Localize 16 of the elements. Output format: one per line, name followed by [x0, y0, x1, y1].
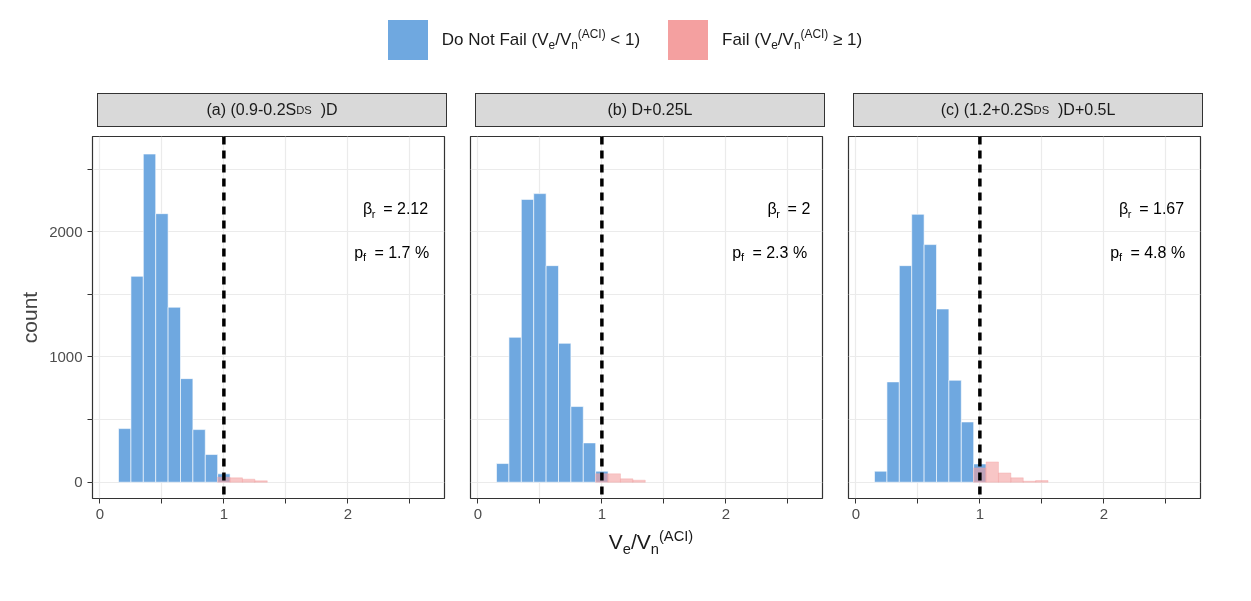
- x-tick-label: 2: [1099, 504, 1108, 522]
- x-tick-label: 2: [343, 504, 352, 522]
- y-tick-label: 1000: [49, 347, 83, 365]
- x-tick-label: 0: [95, 504, 105, 522]
- x-tick-label: 1: [975, 504, 985, 522]
- y-tick-label: 0: [74, 473, 83, 491]
- x-tick-label: 0: [851, 504, 861, 522]
- chart-title: (b) D+0.25L: [475, 93, 825, 127]
- x-tick-label: 0: [473, 504, 483, 522]
- x-tick-label: 1: [597, 504, 607, 522]
- x-tick-label: 1: [219, 504, 229, 522]
- y-tick-label: 2000: [49, 222, 83, 240]
- legend-label: Do Not Fail (V$_{e}$/V$_{n}$$^{(ACI)}$ < 1): [441, 25, 641, 54]
- y-axis-title: count: [18, 291, 42, 344]
- legend-label: Fail (V$_{e}$/V$_{n}$$^{(ACI)}$ ≥ 1): [722, 25, 863, 54]
- x-tick-label: 2: [721, 504, 730, 522]
